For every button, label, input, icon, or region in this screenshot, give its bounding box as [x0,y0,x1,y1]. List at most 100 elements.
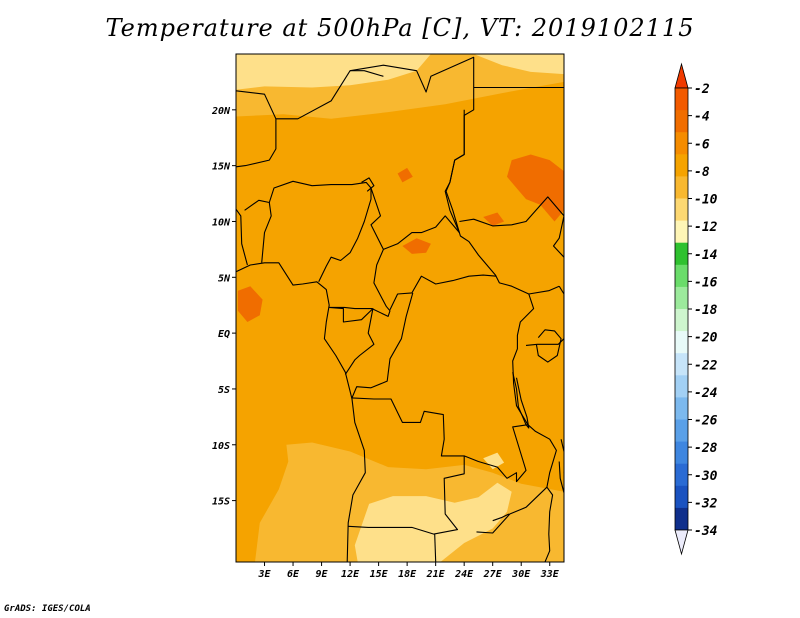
lake-chad [361,177,375,192]
border-niger-mali [236,118,277,168]
colorbar-label-13: -28 [694,441,718,456]
cool-south-patch-2 [483,452,505,470]
colorbar-label-5: -12 [694,220,718,235]
colorbar-swatch-3 [675,154,688,177]
x-tick-label-18E: 18E [398,569,417,580]
colorbar-label-6: -14 [694,248,718,263]
boundary-layer [236,56,564,562]
y-tick-label-5S: 5S [218,385,230,396]
colorbar-label-8: -18 [694,303,718,318]
colorbar-label-12: -26 [694,414,718,429]
border-car-drc [389,274,497,310]
colorbar-top-triangle [674,62,689,89]
x-tick-label-15E: 15E [370,569,389,580]
border-niger-nigeria [268,180,372,203]
y-tick-label-5N: 5N [218,273,231,284]
colorbar-swatch-13 [675,375,688,398]
warm-patch-sudan [483,212,505,226]
lake-kariba [492,513,510,522]
border-togo-ghana [236,208,248,266]
border-drc-zambia [463,424,528,483]
map-frame [235,53,565,563]
border-chad-car [383,215,460,250]
x-tick-label-30E: 30E [511,569,531,580]
colorbar-swatch-1 [675,110,688,133]
colorbar-label-4: -10 [694,193,718,208]
y-tick-label-10S: 10S [212,441,230,452]
lake-victoria [535,329,562,363]
credit-text: GrADS: IGES/COLA [4,604,91,614]
colorbar-swatch-6 [675,220,688,244]
x-tick-label-12E: 12E [341,569,360,580]
colorbar-label-15: -32 [694,496,718,511]
coastline-west-africa [236,262,366,562]
colorbar-bottom-triangle [674,529,689,556]
border-benin-burkina [244,199,272,263]
colorbar-swatch-17 [675,463,688,487]
cool-south-patch [354,482,512,562]
y-tick-label-EQ: EQ [218,329,230,340]
warm-patch-ne [507,154,564,222]
colorbar-swatch-18 [675,485,688,509]
x-tick-label-21E: 21E [426,569,446,580]
warm-patch-w [237,286,263,322]
colorbar-swatch-10 [675,309,688,332]
border-namibia-botswana [434,534,437,562]
cool-ne-corner [473,54,564,75]
x-axis: 3E 6E 9E 12E 15E 18E 21E 24E 27E 30E 33E [257,562,560,580]
colorbar-label-10: -22 [694,358,718,373]
colorbar-swatch-19 [675,507,688,531]
warm-patch-chad [397,167,413,183]
border-gabon-congo [329,306,375,375]
colorbar-label-2: -6 [694,137,710,152]
colorbar-swatch-2 [675,132,688,155]
border-ethiopia-sudan [552,215,564,258]
colorbar-label-14: -30 [694,469,718,484]
y-tick-label-20N: 20N [211,106,231,117]
colorbar-swatch-12 [675,353,688,376]
border-mauritania-algeria [236,70,384,120]
x-tick-label-24E: 24E [454,569,474,580]
colorbar-swatch-16 [675,441,688,465]
chart-title: Temperature at 500hPa [C], VT: 201910211… [105,14,695,42]
border-congo-drc [351,292,414,399]
colorbar-label-3: -8 [694,165,710,180]
x-tick-label-3E: 3E [257,569,271,580]
border-zim-moz [544,486,554,562]
border-cameroon-chad-car [329,187,391,317]
colorbar: -2 -4 -6 -8 -10 -12 -14 -16 -18 -20 -22 -24 -26 -28 -3… [674,62,718,556]
x-tick-label-6E: 6E [287,569,300,580]
border-drc-east [512,293,535,425]
y-axis: 20N 15N 10N 5N EQ 5S 10S 15S [211,106,236,508]
colorbar-label-7: -16 [694,275,718,290]
y-tick-label-15N: 15N [212,162,231,173]
border-niger-libya [350,56,475,233]
border-sudan-southsudan [459,196,564,227]
colorbar-swatch-14 [675,397,688,420]
temperature-fill-layer [236,54,564,562]
x-tick-label-33E: 33E [540,569,560,580]
y-tick-label-10N: 10N [212,217,231,228]
warm-patch-sahel [402,238,431,254]
border-chad-sudan [445,109,560,295]
colorbar-label-1: -4 [694,110,710,125]
colorbar-label-9: -20 [694,331,718,346]
lake-malawi [558,439,564,494]
border-tanzania-zambia-malawi [476,424,557,534]
x-tick-label-9E: 9E [316,569,329,580]
colorbar-swatch-8 [675,264,688,288]
colorbar-label-16: -34 [694,524,718,539]
colorbar-swatch-5 [675,198,688,221]
colorbar-swatch-9 [675,286,688,310]
y-tick-label-15S: 15S [212,497,230,508]
colorbar-label-11: -24 [694,386,718,401]
colorbar-swatch-11 [675,331,688,354]
colorbar-swatch-4 [675,176,688,199]
lake-tanganyika [512,372,530,429]
border-drc-angola [348,397,465,535]
border-uganda-kenya [525,285,564,346]
cool-north-strip [236,54,431,90]
colorbar-swatch-7 [675,242,688,266]
border-nigeria-cameroon [318,188,372,283]
